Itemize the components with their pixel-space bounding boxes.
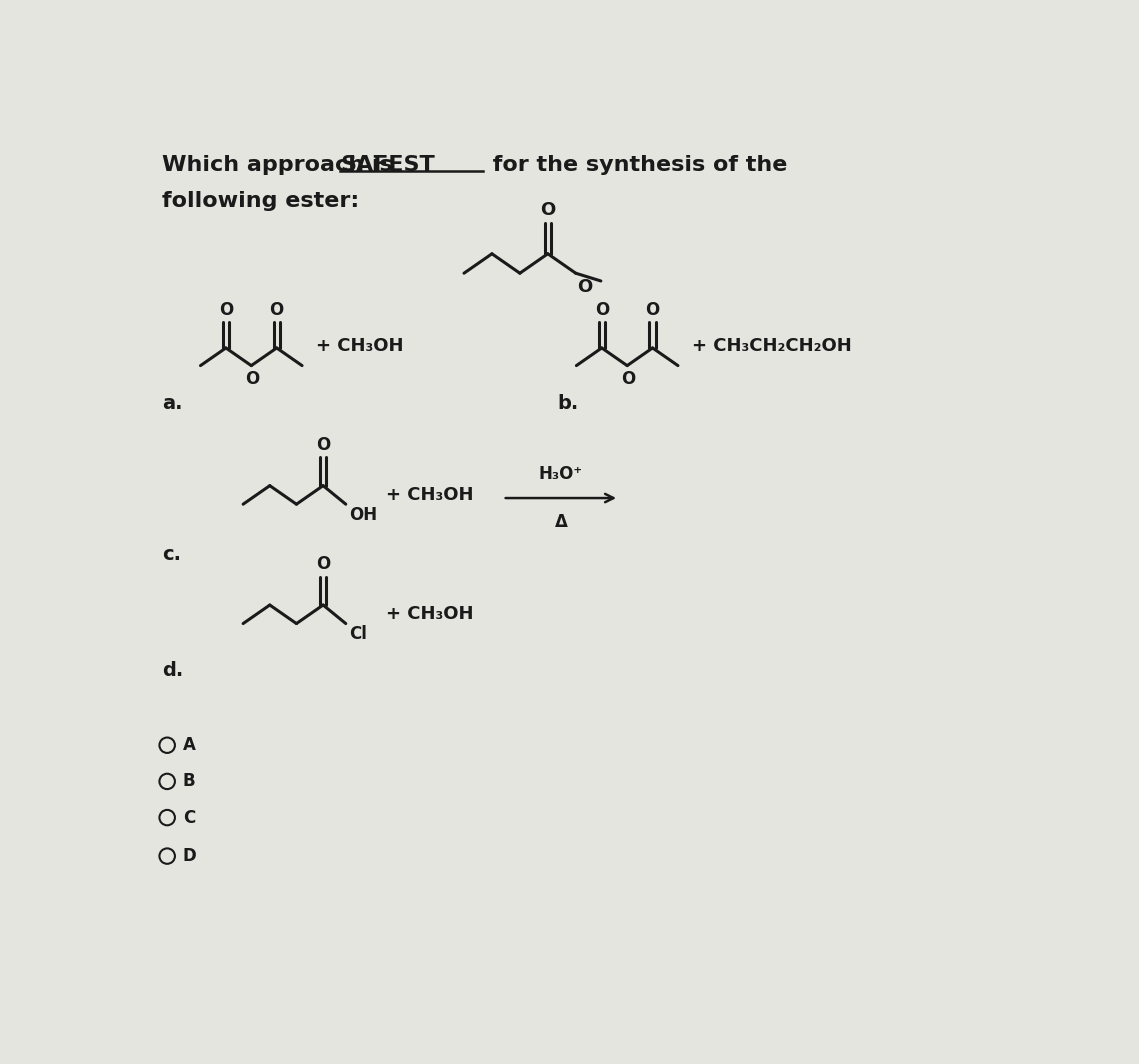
Text: O: O — [219, 301, 233, 319]
Text: + CH₃OH: + CH₃OH — [386, 605, 474, 624]
Text: H₃O⁺: H₃O⁺ — [539, 465, 583, 483]
Text: B: B — [182, 772, 195, 791]
Text: c.: c. — [162, 545, 181, 564]
Text: D: D — [182, 847, 196, 865]
Text: SAFEST: SAFEST — [341, 155, 435, 176]
Text: + CH₃CH₂CH₂OH: + CH₃CH₂CH₂OH — [691, 337, 852, 355]
Text: O: O — [245, 370, 260, 388]
Text: Which approach is: Which approach is — [162, 155, 400, 176]
Text: O: O — [270, 301, 284, 319]
Text: OH: OH — [349, 505, 377, 523]
Text: following ester:: following ester: — [162, 190, 359, 211]
Text: O: O — [646, 301, 659, 319]
Text: C: C — [182, 809, 195, 827]
Text: b.: b. — [557, 394, 579, 413]
Text: a.: a. — [162, 394, 182, 413]
Text: O: O — [577, 278, 592, 296]
Text: O: O — [316, 436, 330, 454]
Text: O: O — [540, 201, 556, 219]
Text: Cl: Cl — [349, 625, 367, 643]
Text: O: O — [316, 555, 330, 573]
Text: Δ: Δ — [555, 514, 567, 531]
Text: O: O — [621, 370, 636, 388]
Text: d.: d. — [162, 661, 183, 680]
Text: O: O — [595, 301, 609, 319]
Text: A: A — [182, 736, 196, 754]
Text: + CH₃OH: + CH₃OH — [316, 337, 403, 355]
Text: + CH₃OH: + CH₃OH — [386, 486, 474, 504]
Text: for the synthesis of the: for the synthesis of the — [485, 155, 787, 176]
